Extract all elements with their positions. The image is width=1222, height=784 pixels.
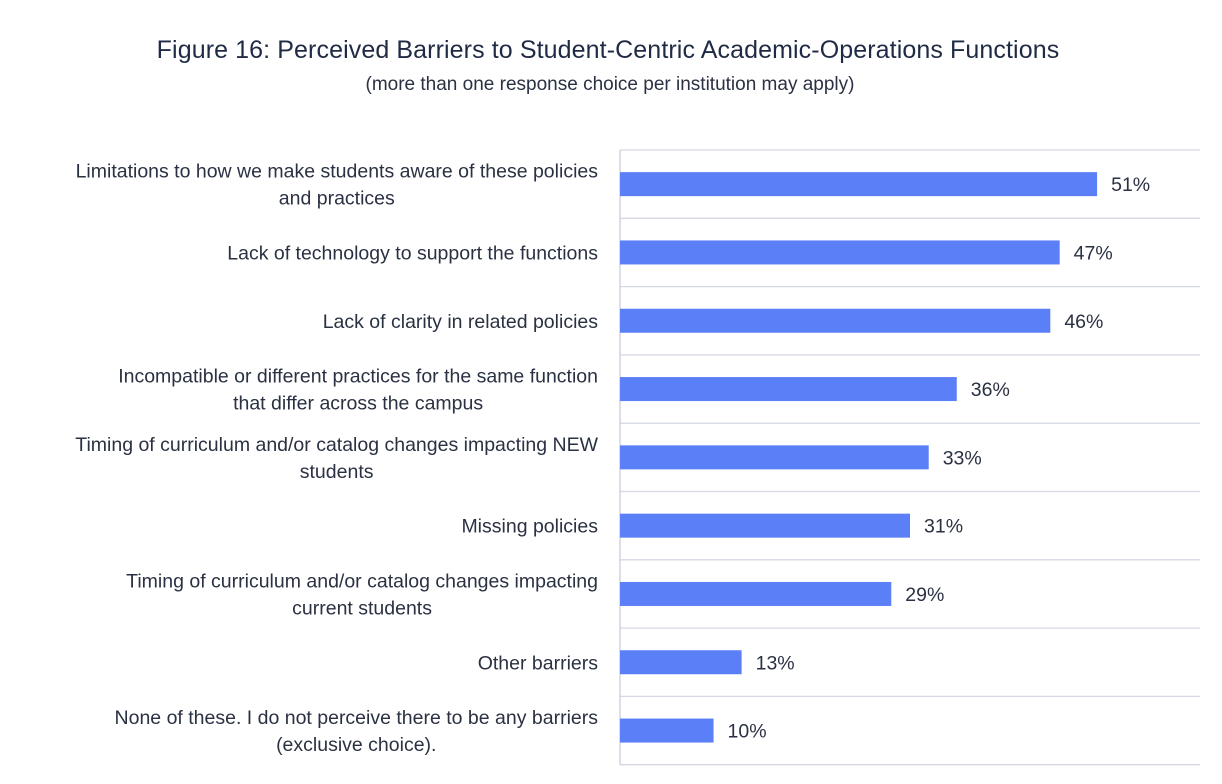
category-label: Missing policies (461, 516, 598, 538)
chart-title: Figure 16: Perceived Barriers to Student… (156, 36, 1060, 64)
data-label: 10% (728, 721, 767, 743)
category-label: Timing of curriculum and/or catalog chan… (75, 434, 598, 483)
category-label: Other barriers (478, 652, 599, 674)
bar (620, 172, 1098, 197)
data-label: 47% (1074, 242, 1113, 264)
bars (620, 172, 1098, 743)
data-label: 13% (756, 652, 795, 674)
bar (620, 650, 742, 675)
bar (620, 581, 892, 606)
category-label: Limitations to how we make students awar… (76, 161, 599, 210)
category-label: None of these. I do not perceive there t… (115, 707, 599, 756)
grid-lines (619, 149, 1200, 766)
bar (620, 718, 714, 743)
data-label: 31% (924, 516, 963, 538)
data-label: 36% (971, 379, 1010, 401)
category-labels: Limitations to how we make students awar… (75, 161, 598, 756)
bar (620, 308, 1051, 333)
bar (620, 240, 1060, 265)
chart-subtitle: (more than one response choice per insti… (365, 74, 855, 95)
data-label: 29% (905, 584, 944, 606)
category-label: Timing of curriculum and/or catalog chan… (126, 570, 598, 619)
category-label: Lack of technology to support the functi… (227, 242, 598, 264)
bar (620, 377, 957, 402)
bar (620, 513, 910, 538)
category-label: Incompatible or different practices for … (118, 366, 598, 415)
bar (620, 445, 929, 470)
value-labels: 51% 47% 46% 36% 33% 31% 29% 13% 10% (728, 174, 1151, 742)
category-label: Lack of clarity in related policies (323, 311, 599, 333)
data-label: 33% (943, 447, 982, 469)
data-label: 46% (1064, 311, 1103, 333)
data-label: 51% (1111, 174, 1150, 196)
